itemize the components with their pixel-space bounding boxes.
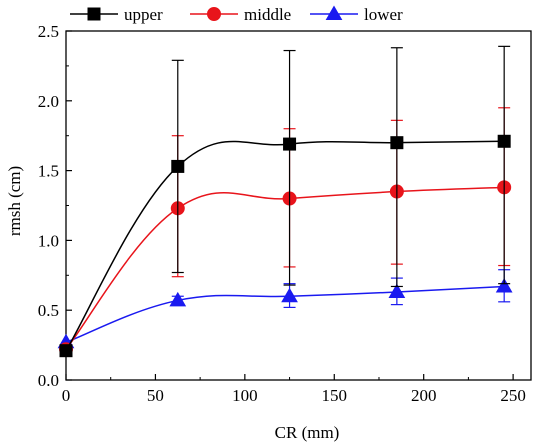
data-point	[281, 287, 298, 303]
tick-layer: 0 50 100 150 200 250 0.0 0.5 1.0 1.5 2.0 2.5	[38, 22, 526, 405]
series-line	[65, 186, 505, 350]
y-tick-label: 0.0	[38, 371, 59, 390]
legend-marker	[207, 7, 221, 21]
data-point	[495, 277, 513, 293]
data-point	[388, 283, 406, 299]
legend: upper middle lower	[70, 5, 403, 24]
data-point	[283, 137, 297, 151]
y-tick-label: 1.5	[38, 162, 59, 181]
plot-frame-layer	[65, 30, 532, 381]
legend-label: lower	[364, 5, 403, 24]
y-tick-label: 0.5	[38, 301, 59, 320]
plot-frame	[65, 30, 532, 381]
series-line	[65, 285, 505, 344]
data-point	[390, 136, 404, 150]
y-tick-label: 2.0	[38, 92, 59, 111]
legend-label: middle	[244, 5, 291, 24]
x-tick-label: 100	[232, 386, 258, 405]
x-tick-label: 200	[411, 386, 437, 405]
legend-label: upper	[124, 5, 163, 24]
y-tick-label: 2.5	[38, 22, 59, 41]
legend-item-lower: lower	[310, 5, 403, 24]
data-point	[59, 344, 73, 358]
x-tick-label: 0	[62, 386, 71, 405]
y-tick-label: 1.0	[38, 231, 59, 250]
legend-item-upper: upper	[70, 5, 163, 24]
data-point	[169, 291, 187, 307]
x-tick-label: 250	[500, 386, 526, 405]
y-axis-title: rmsh (cm)	[5, 166, 24, 236]
x-tick-label: 150	[322, 386, 348, 405]
series-upper	[59, 45, 511, 358]
x-tick-label: 50	[147, 386, 164, 405]
legend-marker	[325, 5, 343, 20]
data-point	[171, 159, 185, 173]
series-line	[65, 140, 505, 352]
series-layer	[57, 45, 513, 358]
series-lower	[57, 269, 513, 349]
data-point	[497, 134, 511, 148]
legend-marker	[87, 7, 101, 21]
x-axis-title: CR (mm)	[275, 423, 340, 442]
legend-item-middle: middle	[190, 5, 291, 24]
